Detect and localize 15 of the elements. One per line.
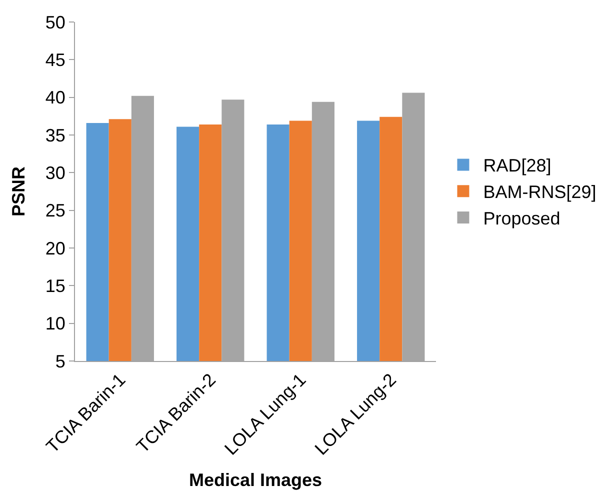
legend-label: Proposed xyxy=(483,208,560,229)
y-tick-label: 45 xyxy=(45,50,66,70)
x-axis-title: Medical Images xyxy=(188,470,322,490)
y-tick-label: 30 xyxy=(45,162,66,183)
y-tick-label: 20 xyxy=(45,238,66,258)
y-tick-label: 10 xyxy=(45,314,66,334)
legend-label: BAM-RNS[29] xyxy=(483,182,596,202)
legend-label: RAD[28] xyxy=(483,156,552,176)
y-axis-title: PSNR xyxy=(8,166,29,217)
y-tick-label: 5 xyxy=(55,351,66,372)
y-tick-label: 35 xyxy=(45,125,66,146)
y-tick-label: 40 xyxy=(45,88,66,108)
y-tick-label: 25 xyxy=(45,200,66,221)
y-tick-label: 50 xyxy=(45,12,66,32)
y-tick-label: 15 xyxy=(45,276,66,296)
